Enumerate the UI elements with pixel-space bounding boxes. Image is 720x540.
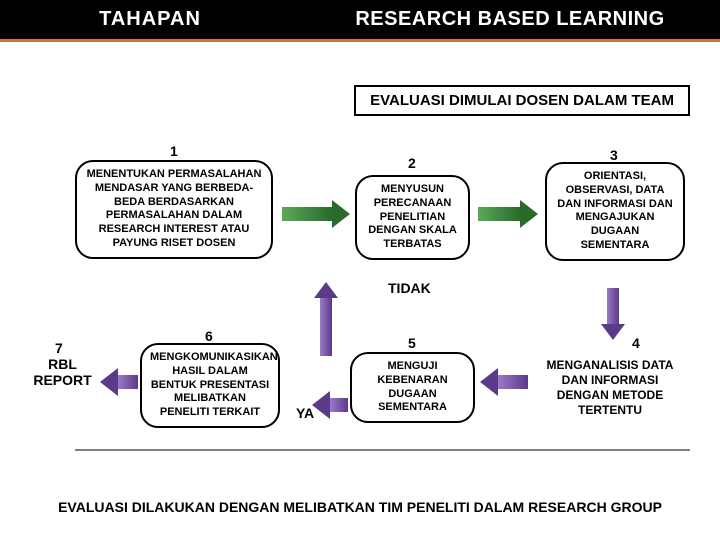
- node4: MENGANALISIS DATA DAN INFORMASI DENGAN M…: [530, 352, 690, 424]
- header: TAHAPAN RESEARCH BASED LEARNING: [0, 0, 720, 42]
- node3-number: 3: [610, 147, 618, 163]
- arrows-layer: [0, 0, 720, 540]
- node1: MENENTUKAN PERMASALAHAN MENDASAR YANG BE…: [75, 160, 273, 259]
- node2: MENYUSUN PERECANAAN PENELITIAN DENGAN SK…: [355, 175, 470, 260]
- header-right: RESEARCH BASED LEARNING: [300, 0, 720, 39]
- arrow-3-4: [601, 288, 625, 340]
- arrow-6-7: [100, 368, 138, 396]
- header-left: TAHAPAN: [0, 0, 300, 39]
- footer-text: EVALUASI DILAKUKAN DENGAN MELIBATKAN TIM…: [0, 499, 720, 515]
- node5-number: 5: [408, 335, 416, 351]
- arrow-tidak: [314, 282, 338, 356]
- node7: RBL REPORT: [30, 356, 95, 388]
- node3: ORIENTASI, OBSERVASI, DATA DAN INFORMASI…: [545, 162, 685, 261]
- node6-number: 6: [205, 328, 213, 344]
- node7-number: 7: [55, 340, 63, 356]
- node2-number: 2: [408, 155, 416, 171]
- arrow-4-5: [480, 368, 528, 396]
- arrow-1-2: [282, 200, 350, 228]
- eval-banner: EVALUASI DIMULAI DOSEN DALAM TEAM: [354, 85, 690, 116]
- arrow-2-3: [478, 200, 538, 228]
- node1-number: 1: [170, 143, 178, 159]
- node4-number: 4: [632, 335, 640, 351]
- node6: MENGKOMUNIKASIKAN HASIL DALAM BENTUK PRE…: [140, 343, 280, 428]
- node5: MENGUJI KEBENARAN DUGAAN SEMENTARA: [350, 352, 475, 423]
- label-ya: YA: [296, 405, 314, 421]
- label-tidak: TIDAK: [388, 280, 431, 296]
- arrow-5-6: [312, 391, 348, 419]
